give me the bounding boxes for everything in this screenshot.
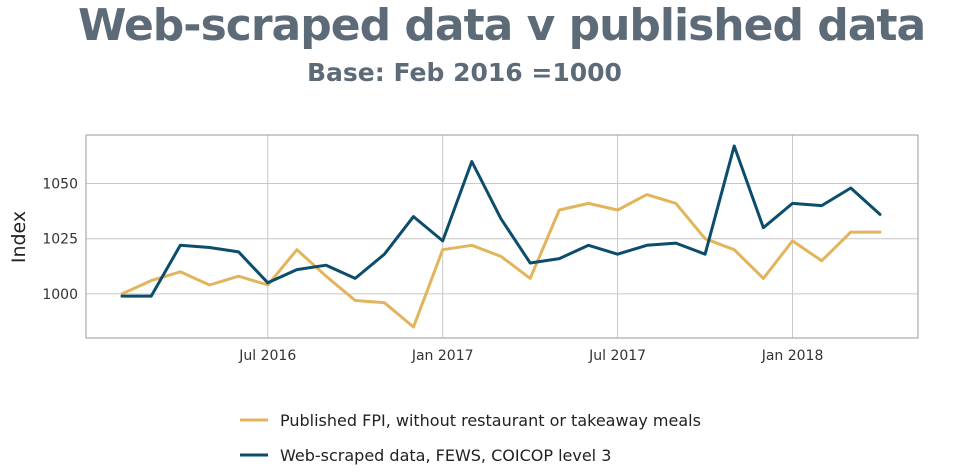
legend-label-published: Published FPI, without restaurant or tak… bbox=[280, 411, 701, 430]
y-tick-label-1000: 1000 bbox=[42, 287, 78, 303]
y-tick-label-1050: 1050 bbox=[42, 177, 78, 193]
y-axis-ticks: 1000 1025 1050 bbox=[42, 177, 78, 303]
series-line-published bbox=[120, 193, 882, 329]
y-axis-label: Index bbox=[8, 211, 30, 263]
x-axis-ticks: Jul 2016 Jan 2017 Jul 2017 Jan 2018 bbox=[238, 348, 823, 364]
x-tick-label-1: Jan 2017 bbox=[411, 348, 474, 364]
x-tick-label-3: Jan 2018 bbox=[761, 348, 824, 364]
chart-title: Web-scraped data v published data bbox=[78, 0, 926, 51]
series-lines bbox=[120, 144, 882, 329]
legend: Published FPI, without restaurant or tak… bbox=[240, 411, 701, 465]
plot-grid bbox=[86, 135, 918, 338]
x-tick-label-0: Jul 2016 bbox=[238, 348, 296, 364]
chart-subtitle: Base: Feb 2016 =1000 bbox=[307, 58, 622, 87]
x-tick-label-2: Jul 2017 bbox=[588, 348, 646, 364]
series-line-web-scraped bbox=[120, 144, 882, 298]
plot-border bbox=[85, 134, 919, 339]
y-tick-label-1025: 1025 bbox=[42, 232, 78, 248]
legend-label-web-scraped: Web-scraped data, FEWS, COICOP level 3 bbox=[280, 446, 611, 465]
